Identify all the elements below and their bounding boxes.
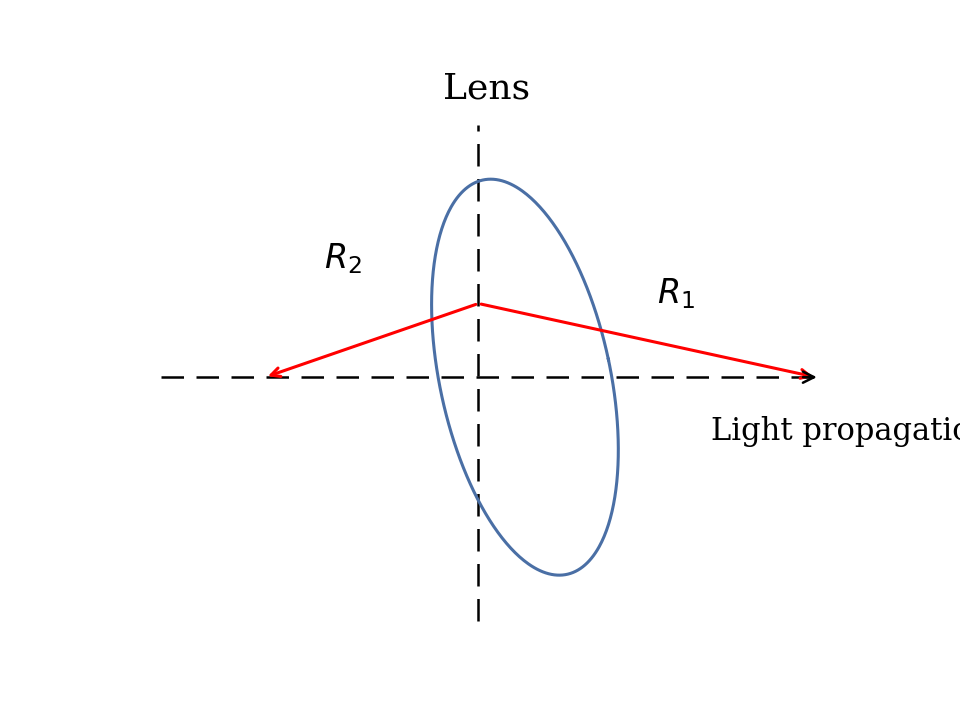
Text: $R_1$: $R_1$ [657, 276, 695, 311]
Text: Light propagation: Light propagation [711, 416, 960, 447]
Text: $R_2$: $R_2$ [324, 242, 362, 276]
Text: Lens: Lens [443, 72, 530, 106]
